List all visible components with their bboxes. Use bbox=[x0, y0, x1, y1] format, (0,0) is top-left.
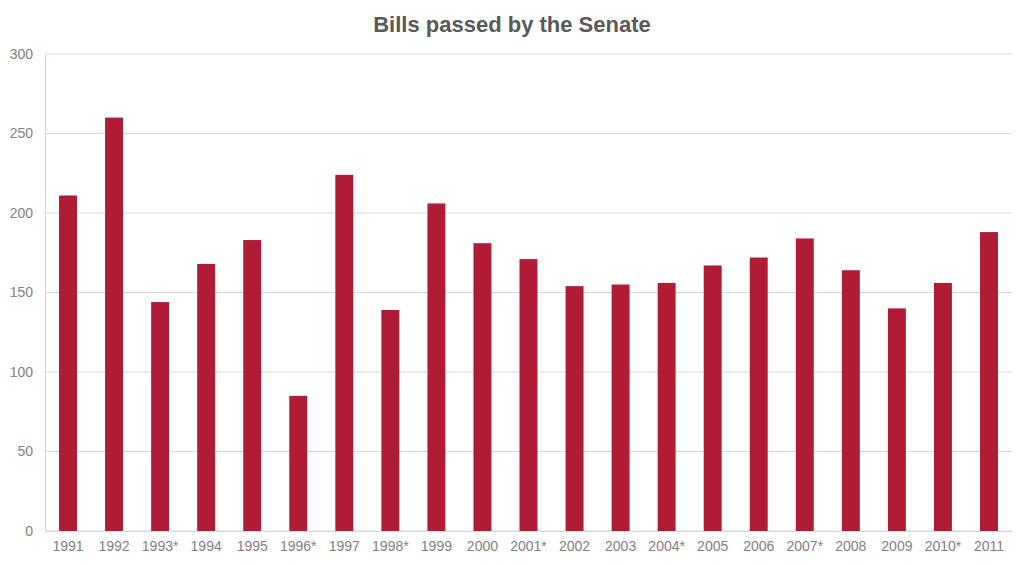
x-tick: 1991 bbox=[52, 531, 83, 554]
bar bbox=[197, 264, 215, 531]
y-tick-label: 150 bbox=[10, 284, 34, 300]
y-tick-label: 200 bbox=[10, 205, 34, 221]
bar bbox=[612, 285, 630, 531]
x-tick-label: 2000 bbox=[467, 538, 498, 554]
y-tick: 300 bbox=[10, 46, 45, 62]
x-tick: 1994 bbox=[191, 531, 222, 554]
x-tick: 1995 bbox=[237, 531, 268, 554]
x-tick-label: 1995 bbox=[237, 538, 268, 554]
x-axis: 1991 1992 1993* 1994 1995 1996* 1997 1998* 1999 2… bbox=[46, 531, 1013, 554]
x-tick-label: 1999 bbox=[421, 538, 452, 554]
title: Bills passed by the Senate bbox=[373, 12, 651, 37]
x-tick-label: 1994 bbox=[191, 538, 222, 554]
x-tick-label: 1997 bbox=[329, 538, 360, 554]
x-tick: 1997 bbox=[329, 531, 360, 554]
bar bbox=[934, 283, 952, 531]
plot: 050100150200250300199119921993*199419951… bbox=[10, 46, 1013, 554]
bar bbox=[750, 258, 768, 531]
chart-svg: 050100150200250300199119921993*199419951… bbox=[0, 0, 1024, 565]
x-tick: 1999 bbox=[421, 531, 452, 554]
x-tick: 1993* bbox=[142, 531, 179, 554]
x-tick: 1992 bbox=[98, 531, 129, 554]
bar bbox=[243, 240, 261, 531]
x-tick-label: 2005 bbox=[697, 538, 728, 554]
x-tick-label: 2010* bbox=[925, 538, 962, 554]
x-tick: 2000 bbox=[467, 531, 498, 554]
x-tick: 2003 bbox=[605, 531, 636, 554]
grid bbox=[45, 54, 1012, 531]
x-tick-label: 1996* bbox=[280, 538, 317, 554]
bar bbox=[473, 243, 491, 531]
grid-line bbox=[45, 133, 1012, 134]
x-tick-label: 2011 bbox=[974, 538, 1004, 554]
x-tick-label: 2006 bbox=[743, 538, 774, 554]
x-tick-label: 2008 bbox=[835, 538, 866, 554]
y-axis: 0 50 100 150 200 250 300 bbox=[10, 46, 46, 539]
bar bbox=[335, 175, 353, 531]
y-tick: 200 bbox=[10, 205, 45, 221]
bar bbox=[888, 308, 906, 531]
y-tick: 150 bbox=[10, 284, 45, 300]
chart-container: 050100150200250300199119921993*199419951… bbox=[0, 0, 1024, 565]
x-tick: 1998* bbox=[372, 531, 409, 554]
x-tick-label: 1992 bbox=[98, 538, 129, 554]
grid-line bbox=[45, 54, 1012, 55]
x-tick-label: 2007* bbox=[786, 538, 823, 554]
x-axis-line bbox=[46, 531, 1013, 532]
y-tick-label: 50 bbox=[17, 443, 33, 459]
y-tick-label: 0 bbox=[25, 523, 33, 539]
y-tick-label: 100 bbox=[10, 364, 34, 380]
bar bbox=[566, 286, 584, 531]
x-tick: 2005 bbox=[697, 531, 728, 554]
x-tick-label: 2009 bbox=[881, 538, 912, 554]
x-tick-label: 1993* bbox=[142, 538, 179, 554]
x-tick: 2010* bbox=[925, 531, 962, 554]
x-tick-label: 1991 bbox=[52, 538, 83, 554]
x-tick: 2004* bbox=[648, 531, 685, 554]
bar bbox=[658, 283, 676, 531]
y-axis-line bbox=[45, 55, 46, 532]
bar bbox=[289, 396, 307, 531]
y-tick: 100 bbox=[10, 364, 45, 380]
x-tick-label: 2001* bbox=[510, 538, 547, 554]
x-tick: 2008 bbox=[835, 531, 866, 554]
x-tick: 2002 bbox=[559, 531, 590, 554]
grid-line bbox=[45, 213, 1012, 214]
x-tick: 2011 bbox=[974, 531, 1004, 554]
y-tick-label: 250 bbox=[10, 125, 34, 141]
bar bbox=[151, 302, 169, 531]
x-tick-label: 2003 bbox=[605, 538, 636, 554]
y-tick: 0 bbox=[25, 523, 45, 539]
bar bbox=[105, 118, 123, 531]
bar bbox=[980, 232, 998, 531]
x-tick: 2007* bbox=[786, 531, 823, 554]
x-tick: 1996* bbox=[280, 531, 317, 554]
bar bbox=[59, 196, 77, 531]
bars bbox=[59, 118, 998, 531]
y-tick-label: 300 bbox=[10, 46, 34, 62]
x-tick-label: 2004* bbox=[648, 538, 685, 554]
x-tick: 2006 bbox=[743, 531, 774, 554]
bar bbox=[520, 259, 538, 531]
bar bbox=[381, 310, 399, 531]
y-tick: 250 bbox=[10, 125, 45, 141]
bar bbox=[704, 265, 722, 531]
x-tick-label: 2002 bbox=[559, 538, 590, 554]
x-tick: 2009 bbox=[881, 531, 912, 554]
y-tick: 50 bbox=[17, 443, 45, 459]
bar bbox=[796, 238, 814, 531]
bar bbox=[427, 203, 445, 531]
x-tick-label: 1998* bbox=[372, 538, 409, 554]
x-tick: 2001* bbox=[510, 531, 547, 554]
bar bbox=[842, 270, 860, 531]
